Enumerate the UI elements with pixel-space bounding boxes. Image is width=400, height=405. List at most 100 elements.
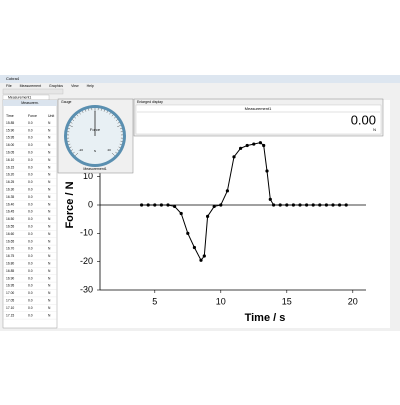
table-cell: 0.0 [28, 128, 33, 132]
data-point [147, 203, 150, 206]
menu-item[interactable]: Help [87, 84, 94, 88]
data-point [232, 155, 235, 158]
display-value: 0.00 [351, 112, 376, 127]
table-cell: 0.0 [28, 239, 33, 243]
table-cell: 0.0 [28, 158, 33, 162]
data-point [292, 203, 295, 206]
data-point [279, 203, 282, 206]
table-cell: 0.0 [28, 276, 33, 280]
window-title: Cobra4 [6, 76, 20, 81]
column-header: Time [6, 114, 14, 118]
menu-item[interactable]: File [6, 84, 12, 88]
gauge-label: Force [90, 127, 101, 132]
table-cell: 16.55 [6, 224, 14, 228]
gauge-scale-label: 20 [107, 148, 111, 152]
data-point [298, 203, 301, 206]
y-axis-label: Force / N [64, 181, 76, 228]
table-cell: 17.15 [6, 313, 14, 317]
data-point [325, 203, 328, 206]
table-cell: 16.25 [6, 180, 14, 184]
table-cell: 16.60 [6, 232, 14, 236]
table-cell: 16.45 [6, 210, 14, 214]
table-title: Measurem. [21, 101, 39, 105]
data-point [203, 254, 206, 257]
data-point [153, 203, 156, 206]
table-cell: 16.85 [6, 269, 14, 273]
menu-item[interactable]: Graphics [49, 84, 63, 88]
display-title: Enlarged display [137, 100, 163, 104]
table-cell: 0.0 [28, 180, 33, 184]
data-point [252, 142, 255, 145]
data-point [345, 203, 348, 206]
table-cell: 17.00 [6, 291, 14, 295]
table-cell: 0.0 [28, 165, 33, 169]
data-point [193, 246, 196, 249]
table-cell: 0.0 [28, 291, 33, 295]
x-tick-label: 5 [152, 296, 157, 306]
tab-label[interactable]: Measurement1 [8, 95, 31, 99]
data-point [173, 205, 176, 208]
data-point [226, 189, 229, 192]
data-point [206, 215, 209, 218]
table-cell: 16.10 [6, 158, 14, 162]
y-tick-label: -10 [80, 228, 93, 238]
table-cell: 0.0 [28, 298, 33, 302]
table-cell: 0.0 [28, 306, 33, 310]
table-cell: 0.0 [28, 247, 33, 251]
table-cell: 16.00 [6, 143, 14, 147]
y-tick-label: -20 [80, 256, 93, 266]
data-point [259, 141, 262, 144]
y-tick-label: -30 [80, 284, 93, 294]
display-name: Measurement1 [245, 106, 272, 111]
table-cell: 0.0 [28, 143, 33, 147]
table-cell: 16.20 [6, 173, 14, 177]
table-cell: 0.0 [28, 121, 33, 125]
table-cell: 0.0 [28, 217, 33, 221]
table-cell: 15.85 [6, 121, 14, 125]
column-header: Force [28, 114, 37, 118]
data-point [269, 198, 272, 201]
data-point [219, 203, 222, 206]
table-cell: 16.50 [6, 217, 14, 221]
table-cell: 0.0 [28, 269, 33, 273]
table-cell: 0.0 [28, 232, 33, 236]
table-cell: 0.0 [28, 187, 33, 191]
table-cell: 0.0 [28, 173, 33, 177]
data-point [239, 147, 242, 150]
x-tick-label: 15 [282, 296, 292, 306]
data-point [331, 203, 334, 206]
y-tick-label: 0 [88, 199, 93, 209]
data-point [305, 203, 308, 206]
menu-item[interactable]: Measurement [20, 84, 41, 88]
gauge-scale-label: -20 [79, 148, 84, 152]
gauge-title: Gauge [61, 100, 72, 104]
table-cell: 17.05 [6, 298, 14, 302]
data-point [246, 144, 249, 147]
table-cell: 16.35 [6, 195, 14, 199]
x-axis-label: Time / s [245, 312, 286, 324]
data-point [272, 203, 275, 206]
table-cell: 17.10 [6, 306, 14, 310]
menu-item[interactable]: View [71, 84, 79, 88]
table-cell: 16.70 [6, 247, 14, 251]
data-point [312, 203, 315, 206]
data-point [262, 144, 265, 147]
table-cell: 0.0 [28, 136, 33, 140]
table-cell: 16.30 [6, 187, 14, 191]
data-point [140, 203, 143, 206]
data-point [180, 212, 183, 215]
data-point [265, 169, 268, 172]
data-point [213, 205, 216, 208]
table-cell: 16.90 [6, 276, 14, 280]
table-cell: 0.0 [28, 195, 33, 199]
data-point [166, 203, 169, 206]
data-point [338, 203, 341, 206]
table-cell: 0.0 [28, 254, 33, 258]
table-cell: 16.80 [6, 261, 14, 265]
gauge-unit: N [94, 149, 96, 153]
data-point [318, 203, 321, 206]
table-cell: 15.90 [6, 128, 14, 132]
table-cell: 0.0 [28, 210, 33, 214]
